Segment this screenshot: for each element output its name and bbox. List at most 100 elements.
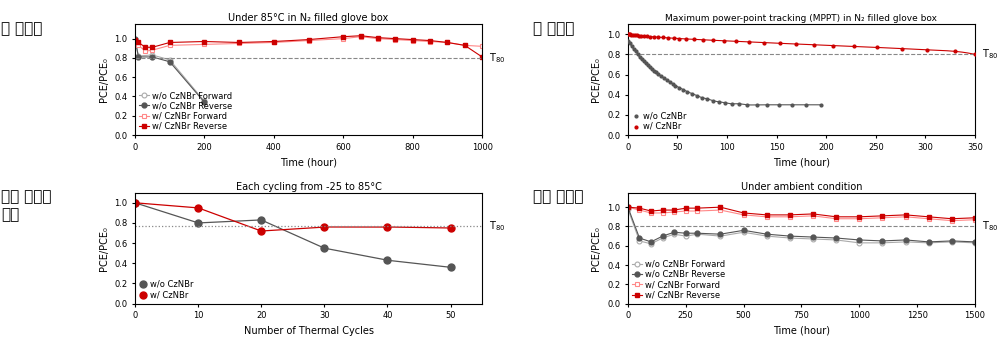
Line: w/ CzNBr Reverse: w/ CzNBr Reverse bbox=[133, 33, 485, 59]
w/ CzNBr bbox=[660, 35, 676, 41]
w/ CzNBr Forward bbox=[657, 211, 669, 215]
w/ CzNBr Reverse bbox=[946, 217, 958, 221]
w/ CzNBr bbox=[846, 44, 862, 49]
w/ CzNBr bbox=[678, 36, 694, 42]
w/ CzNBr Reverse bbox=[900, 213, 912, 217]
Text: 공기 안정성: 공기 안정성 bbox=[533, 189, 583, 204]
w/o CzNBr Forward bbox=[622, 207, 634, 211]
w/o CzNBr bbox=[724, 101, 740, 107]
w/ CzNBr Forward bbox=[633, 208, 645, 212]
w/ CzNBr Reverse bbox=[337, 34, 349, 39]
w/ CzNBr Forward bbox=[139, 49, 151, 53]
w/o CzNBr Forward bbox=[807, 237, 819, 241]
w/o CzNBr Forward bbox=[923, 241, 935, 245]
w/o CzNBr Reverse bbox=[923, 240, 935, 244]
w/ CzNBr Forward bbox=[622, 205, 634, 209]
w/ CzNBr bbox=[621, 31, 637, 37]
w/ CzNBr Forward bbox=[164, 43, 176, 47]
w/ CzNBr Reverse bbox=[389, 37, 401, 41]
w/ CzNBr Forward bbox=[876, 216, 888, 220]
w/o CzNBr Reverse bbox=[668, 230, 680, 234]
w/o CzNBr Forward bbox=[691, 232, 703, 236]
w/ CzNBr bbox=[625, 32, 641, 38]
w/o CzNBr Reverse bbox=[198, 100, 210, 104]
w/ CzNBr Reverse bbox=[853, 215, 865, 219]
w/ CzNBr bbox=[627, 32, 643, 38]
Line: w/o CzNBr Reverse: w/o CzNBr Reverse bbox=[625, 205, 977, 244]
w/ CzNBr Reverse bbox=[407, 38, 419, 42]
w/ CzNBr Reverse bbox=[164, 40, 176, 45]
w/o CzNBr bbox=[675, 87, 691, 92]
w/o CzNBr Reverse bbox=[146, 55, 158, 59]
w/o CzNBr Reverse bbox=[622, 205, 634, 209]
w/ CzNBr Forward bbox=[807, 214, 819, 218]
Legend: w/o CzNBr, w/ CzNBr: w/o CzNBr, w/ CzNBr bbox=[630, 110, 688, 132]
w/o CzNBr bbox=[659, 77, 675, 82]
w/ CzNBr Reverse bbox=[268, 39, 280, 43]
w/ CzNBr Reverse bbox=[969, 216, 981, 220]
w/o CzNBr bbox=[694, 95, 710, 100]
w/ CzNBr Reverse bbox=[303, 38, 315, 42]
w/ CzNBr Reverse bbox=[923, 215, 935, 219]
w/ CzNBr bbox=[318, 225, 330, 229]
w/ CzNBr Forward bbox=[355, 34, 367, 39]
w/ CzNBr Reverse bbox=[691, 206, 703, 210]
w/ CzNBr bbox=[639, 33, 655, 39]
w/ CzNBr bbox=[655, 35, 671, 40]
w/o CzNBr bbox=[626, 47, 642, 52]
w/o CzNBr Reverse bbox=[900, 238, 912, 242]
w/ CzNBr Reverse bbox=[784, 213, 796, 217]
w/ CzNBr bbox=[646, 34, 662, 40]
w/ CzNBr Forward bbox=[424, 39, 436, 43]
w/o CzNBr bbox=[705, 98, 721, 104]
w/ CzNBr bbox=[967, 52, 983, 57]
w/ CzNBr Reverse bbox=[129, 38, 141, 42]
w/o CzNBr bbox=[192, 221, 204, 225]
w/o CzNBr bbox=[632, 55, 648, 60]
w/o CzNBr Reverse bbox=[853, 238, 865, 242]
w/ CzNBr Reverse bbox=[680, 206, 692, 210]
w/o CzNBr bbox=[648, 69, 664, 74]
w/o CzNBr bbox=[684, 91, 700, 97]
w/o CzNBr Reverse bbox=[784, 234, 796, 238]
Title: Each cycling from -25 to 85°C: Each cycling from -25 to 85°C bbox=[236, 182, 381, 192]
w/o CzNBr Forward bbox=[738, 230, 750, 234]
w/o CzNBr Forward bbox=[830, 238, 842, 242]
w/ CzNBr Forward bbox=[761, 215, 773, 219]
w/ CzNBr bbox=[623, 32, 639, 38]
w/ CzNBr bbox=[642, 34, 658, 39]
w/o CzNBr Reverse bbox=[714, 232, 726, 236]
w/ CzNBr Forward bbox=[830, 217, 842, 221]
w/o CzNBr Reverse bbox=[657, 234, 669, 238]
w/ CzNBr bbox=[894, 46, 910, 51]
w/ CzNBr bbox=[192, 206, 204, 210]
w/o CzNBr Reverse bbox=[738, 228, 750, 233]
Line: w/o CzNBr Forward: w/o CzNBr Forward bbox=[133, 38, 207, 104]
Line: w/ CzNBr Forward: w/ CzNBr Forward bbox=[625, 205, 977, 223]
Title: Under 85°C in N₂ filled glove box: Under 85°C in N₂ filled glove box bbox=[228, 13, 389, 23]
w/ CzNBr Forward bbox=[784, 215, 796, 219]
w/ CzNBr Forward bbox=[714, 208, 726, 212]
w/o CzNBr Reverse bbox=[761, 232, 773, 236]
w/o CzNBr bbox=[630, 52, 646, 57]
Legend: w/o CzNBr Forward, w/o CzNBr Reverse, w/ CzNBr Forward, w/ CzNBr Reverse: w/o CzNBr Forward, w/o CzNBr Reverse, w/… bbox=[630, 258, 726, 301]
Text: T$_{80}$: T$_{80}$ bbox=[489, 51, 505, 65]
w/ CzNBr Forward bbox=[146, 48, 158, 52]
w/o CzNBr Reverse bbox=[132, 55, 144, 59]
w/ CzNBr Forward bbox=[738, 213, 750, 217]
w/ CzNBr Forward bbox=[132, 43, 144, 47]
w/o CzNBr bbox=[771, 102, 787, 108]
Text: T$_{80}$: T$_{80}$ bbox=[982, 219, 998, 233]
w/o CzNBr Forward bbox=[645, 242, 657, 246]
w/o CzNBr Forward bbox=[876, 241, 888, 245]
w/ CzNBr Forward bbox=[303, 39, 315, 43]
w/ CzNBr Reverse bbox=[622, 205, 634, 209]
Line: w/ CzNBr: w/ CzNBr bbox=[132, 199, 454, 235]
w/ CzNBr bbox=[869, 45, 885, 50]
w/o CzNBr Reverse bbox=[680, 231, 692, 235]
w/ CzNBr bbox=[671, 36, 687, 41]
Y-axis label: PCE/PCE₀: PCE/PCE₀ bbox=[591, 226, 601, 270]
w/ CzNBr bbox=[919, 47, 935, 53]
w/o CzNBr Reverse bbox=[830, 236, 842, 240]
w/ CzNBr bbox=[695, 37, 711, 42]
